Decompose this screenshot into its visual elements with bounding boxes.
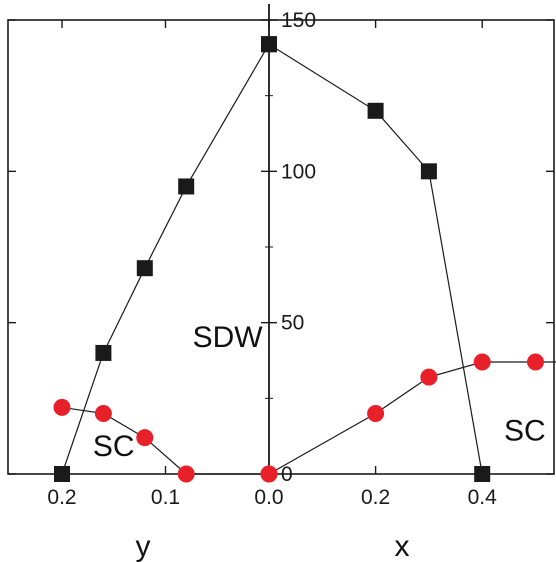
axis-ticks [8,19,554,475]
circle-point [473,353,491,371]
square-point [474,466,491,482]
square-point [420,163,437,180]
region-label-sc: SC [93,430,135,463]
circle-point [94,404,112,422]
plot-border [7,19,555,475]
y-tick-label: 100 [281,160,316,183]
y-tick-label: 150 [281,9,316,32]
square-point [178,178,195,195]
x-axis-label-right: x [395,530,410,562]
circle-point [527,353,544,371]
circle-point [260,465,278,483]
circle-point [53,398,71,416]
x-tick-label-left: 0.0 [254,486,283,509]
square-point [54,466,70,482]
square-point [95,344,112,361]
series-line-right-square [268,43,483,475]
region-label-sc: SC [504,415,546,448]
x-tick-label-right: 0.2 [361,486,390,509]
series-line-right-circle [268,361,556,475]
x-axis-label-left: y [136,530,151,562]
y-tick-label: 50 [281,312,304,335]
series-markers [53,36,544,483]
series-line-left-square [61,43,270,475]
circle-point [177,465,195,483]
circle-point [420,368,438,386]
square-point [136,260,153,277]
x-tick-label-right: 0.4 [468,486,498,509]
circle-point [136,429,154,447]
region-labels: SDW SC SC [93,321,546,463]
plot-frame [7,4,555,475]
square-point [261,36,277,53]
x-tick-label-left: 0.1 [151,486,180,509]
x-tick-label-left: 0.2 [47,486,76,509]
square-point [367,102,384,119]
series-lines [61,43,556,475]
circle-point [367,404,385,422]
y-tick-label: 0 [281,463,293,486]
region-label-sdw: SDW [193,321,264,354]
